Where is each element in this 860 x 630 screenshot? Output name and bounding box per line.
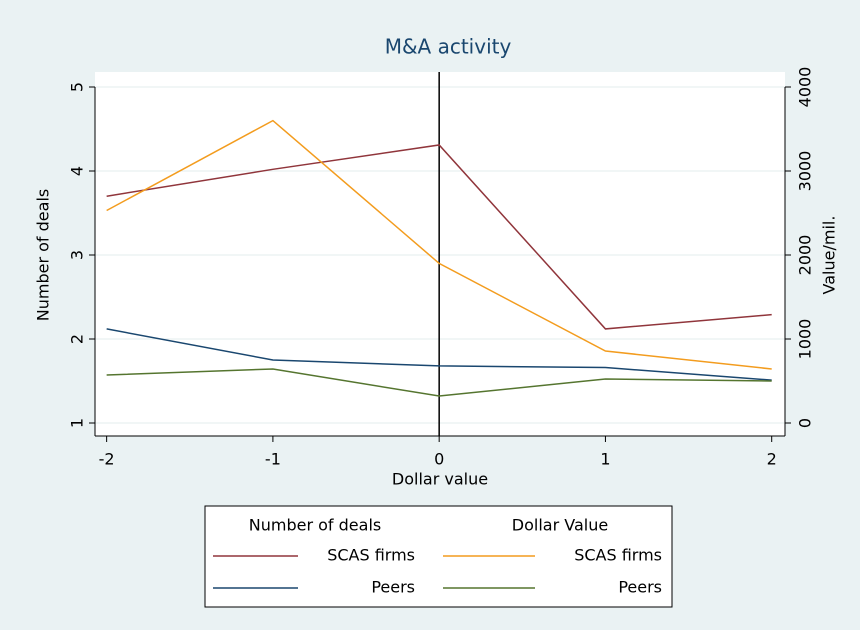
y-tick-label: 1 [68,418,87,428]
x-tick-label: -1 [265,450,281,469]
y-tick-label: 4 [68,166,87,176]
y2-axis-label: Value/mil. [820,216,839,295]
x-axis-label: Dollar value [392,470,488,489]
series-line [106,368,772,397]
x-tick-label: 0 [434,450,444,469]
series-line [106,144,772,330]
legend-label: Peers [618,578,662,597]
legend-label: SCAS firms [574,546,662,565]
y2-tick-label: 0 [796,418,815,428]
y-tick-label: 5 [68,82,87,92]
y2-tick-label: 4000 [796,67,815,108]
x-tick-label: -2 [99,450,115,469]
y-tick-label: 3 [68,250,87,260]
series-line [106,119,772,370]
y2-tick-label: 3000 [796,151,815,192]
y2-tick-label: 2000 [796,235,815,276]
plot-area [95,72,785,436]
y2-tick-label: 1000 [796,319,815,360]
legend-label: Peers [371,578,415,597]
y-axis-label: Number of deals [34,189,53,321]
x-tick-label: 1 [600,450,610,469]
legend-title: Dollar Value [512,516,608,535]
legend-title: Number of deals [249,516,381,535]
legend-label: SCAS firms [327,546,415,565]
chart-title: M&A activity [385,35,512,59]
x-tick-label: 2 [767,450,777,469]
y-tick-label: 2 [68,334,87,344]
series-line [106,328,772,381]
